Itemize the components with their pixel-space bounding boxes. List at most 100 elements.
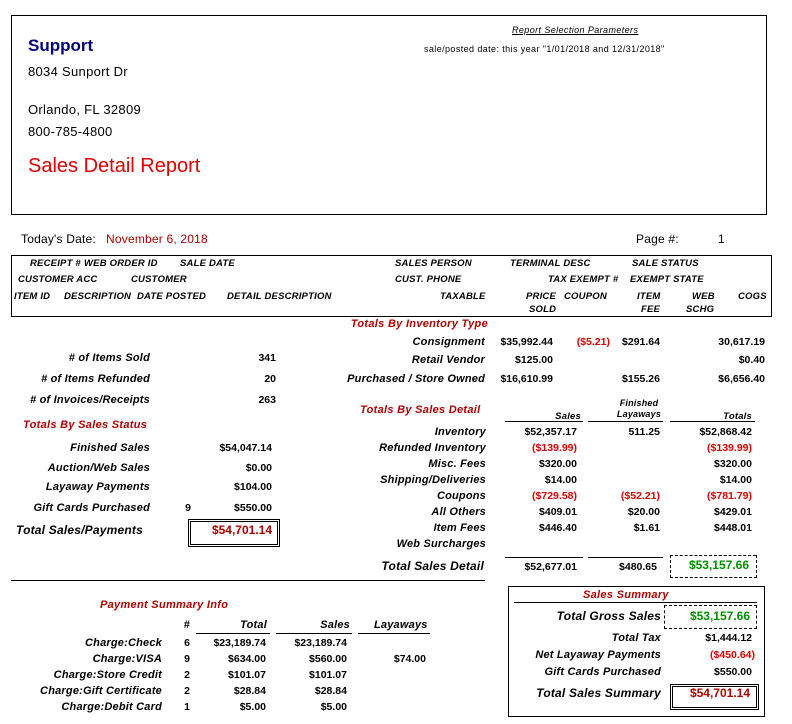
payment-value: 1 bbox=[184, 701, 190, 713]
column-header: Total bbox=[240, 619, 267, 631]
column-header: Totals bbox=[723, 411, 752, 422]
count-value: 263 bbox=[258, 394, 276, 406]
payment-label: Charge:Check bbox=[85, 637, 162, 649]
summary-value: $54,701.14 bbox=[689, 686, 750, 700]
detail-value: ($729.58) bbox=[532, 490, 577, 502]
section-title: Payment Summary Info bbox=[100, 599, 229, 611]
detail-label: Refunded Inventory bbox=[379, 442, 486, 454]
summary-label: Gift Cards Purchased bbox=[544, 666, 661, 678]
column-header: DATE POSTED bbox=[137, 291, 207, 302]
total-box bbox=[188, 519, 280, 547]
payment-label: Charge:Store Credit bbox=[53, 669, 162, 681]
inventory-label: Consignment bbox=[412, 336, 485, 348]
detail-value: $14.00 bbox=[544, 474, 577, 486]
count-label: # of Items Refunded bbox=[41, 373, 150, 385]
payment-value: 2 bbox=[184, 685, 190, 697]
count-label: # of Items Sold bbox=[68, 352, 150, 364]
status-value: $550.00 bbox=[234, 502, 272, 514]
column-header: TAXABLE bbox=[440, 291, 486, 302]
detail-value: $320.00 bbox=[539, 458, 577, 470]
detail-value: ($139.99) bbox=[707, 442, 752, 454]
date-label: Today's Date: bbox=[21, 232, 96, 246]
city: Orlando, FL 32809 bbox=[28, 102, 142, 117]
inventory-value: 30,617.19 bbox=[718, 336, 765, 348]
total-value: $53,157.66 bbox=[688, 558, 749, 572]
divider bbox=[11, 580, 485, 581]
payment-value: $23,189.74 bbox=[213, 637, 266, 649]
total-box bbox=[664, 605, 757, 629]
summary-value: $53,157.66 bbox=[689, 609, 750, 623]
detail-value: $52,868.42 bbox=[699, 426, 752, 438]
payment-label: Charge:Debit Card bbox=[61, 701, 162, 713]
phone: 800-785-4800 bbox=[28, 124, 113, 139]
column-header: SOLD bbox=[529, 304, 557, 315]
detail-value: $446.40 bbox=[539, 522, 577, 534]
payment-value: $28.84 bbox=[314, 685, 347, 697]
inventory-label: Purchased / Store Owned bbox=[347, 373, 485, 385]
inventory-value: $16,610.99 bbox=[500, 373, 553, 385]
column-header: Sales bbox=[320, 619, 350, 631]
payment-label: Charge:Gift Certificate bbox=[40, 685, 162, 697]
params-text: sale/posted date: this year "1/01/2018 a… bbox=[424, 44, 665, 54]
payment-value: $101.07 bbox=[228, 669, 266, 681]
detail-value: $20.00 bbox=[627, 506, 660, 518]
column-header: SALES PERSON bbox=[395, 258, 472, 269]
column-header: WEB ORDER ID bbox=[84, 258, 158, 269]
total-value: $480.65 bbox=[619, 561, 657, 573]
summary-label: Total Gross Sales bbox=[556, 609, 661, 623]
total-label: Total Sales/Payments bbox=[16, 523, 143, 537]
inventory-value: ($5.21) bbox=[576, 336, 610, 348]
total-box bbox=[670, 555, 757, 578]
detail-label: Web Surcharges bbox=[396, 538, 486, 550]
column-header: FEE bbox=[641, 304, 661, 315]
column-header: ITEM ID bbox=[14, 291, 51, 302]
count-value: 20 bbox=[264, 373, 276, 385]
payment-value: $28.84 bbox=[233, 685, 266, 697]
params-title: Report Selection Parameters bbox=[512, 25, 639, 35]
company-name: Support bbox=[28, 36, 94, 55]
section-title: Totals By Inventory Type bbox=[350, 318, 488, 330]
inventory-value: $291.64 bbox=[622, 336, 660, 348]
column-header: DETAIL DESCRIPTION bbox=[227, 291, 332, 302]
payment-value: $5.00 bbox=[239, 701, 266, 713]
payment-value: $560.00 bbox=[309, 653, 347, 665]
section-title: Totals By Sales Detail bbox=[360, 404, 481, 416]
status-value: $0.00 bbox=[245, 462, 272, 474]
rule bbox=[276, 633, 352, 634]
column-header: COUPON bbox=[564, 291, 607, 302]
status-label: Gift Cards Purchased bbox=[33, 502, 150, 514]
header-box bbox=[11, 15, 767, 215]
payment-label: Charge:VISA bbox=[92, 653, 162, 665]
status-value: $54,047.14 bbox=[219, 442, 272, 454]
column-header: PRICE bbox=[526, 291, 557, 302]
summary-value: $550.00 bbox=[714, 666, 752, 678]
status-label: Layaway Payments bbox=[45, 481, 150, 493]
column-header: COGS bbox=[738, 291, 767, 302]
payment-value: 9 bbox=[184, 653, 190, 665]
detail-value: $429.01 bbox=[714, 506, 752, 518]
rule bbox=[505, 557, 583, 558]
detail-value: $448.01 bbox=[714, 522, 752, 534]
total-value: $52,677.01 bbox=[524, 561, 577, 573]
summary-value: $1,444.12 bbox=[705, 632, 752, 644]
total-label: Total Sales Detail bbox=[381, 559, 484, 573]
summary-label: Total Tax bbox=[611, 632, 661, 644]
address: 8034 Sunport Dr bbox=[28, 64, 128, 79]
detail-label: Shipping/Deliveries bbox=[380, 474, 486, 486]
detail-value: ($139.99) bbox=[532, 442, 577, 454]
rule bbox=[588, 557, 663, 558]
payment-value: $74.00 bbox=[393, 653, 426, 665]
column-header: SALE STATUS bbox=[632, 258, 699, 269]
summary-label: Total Sales Summary bbox=[536, 686, 661, 700]
detail-label: Misc. Fees bbox=[428, 458, 486, 470]
inventory-value: $6,656.40 bbox=[718, 373, 765, 385]
payment-value: $101.07 bbox=[309, 669, 347, 681]
column-header-box bbox=[11, 255, 772, 317]
rule bbox=[514, 602, 757, 603]
column-header: TERMINAL DESC bbox=[510, 258, 591, 269]
status-label: Finished Sales bbox=[70, 442, 150, 454]
payment-value: $634.00 bbox=[228, 653, 266, 665]
page-number: 1 bbox=[718, 232, 725, 246]
detail-value: ($52.21) bbox=[620, 490, 660, 502]
rule bbox=[670, 555, 756, 556]
